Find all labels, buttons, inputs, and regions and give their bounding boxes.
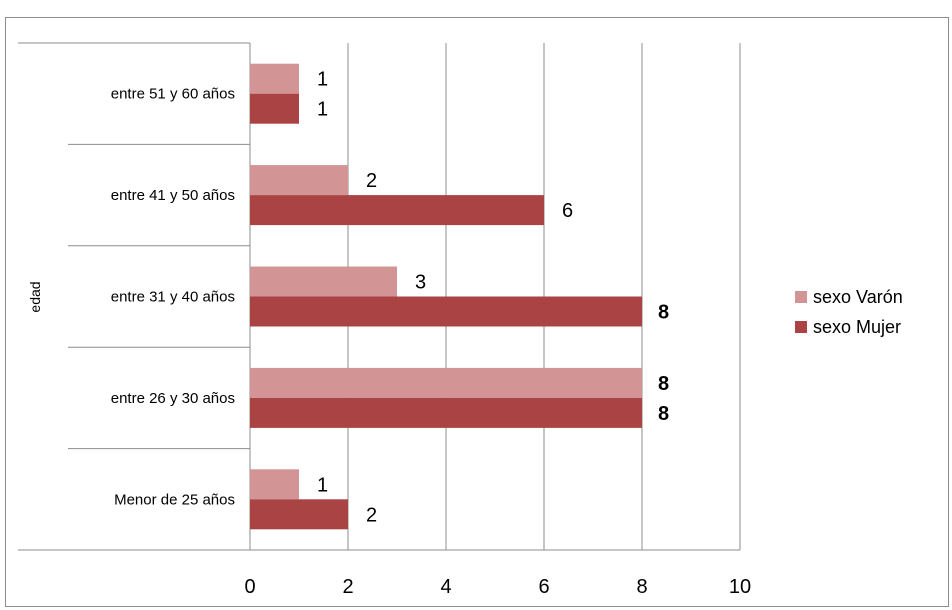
data-labels: 1 2 8 8 3 8 2 6 1 1: [317, 69, 669, 527]
data-label: 8: [658, 373, 669, 395]
y-axis-title: edad: [27, 281, 43, 312]
y-tick-label: entre 41 y 50 años: [111, 187, 235, 204]
bar-varon: [250, 165, 348, 196]
legend: sexo Varón sexo Mujer: [795, 284, 945, 344]
y-tick-label: entre 31 y 40 años: [111, 289, 235, 306]
x-tick-label: 8: [636, 576, 647, 598]
legend-item-varon: sexo Varón: [795, 284, 945, 310]
data-label: 1: [317, 69, 328, 91]
data-label: 6: [562, 200, 573, 222]
legend-swatch-mujer: [795, 321, 807, 333]
bar-varon: [250, 469, 299, 500]
data-label: 2: [366, 170, 377, 192]
bar-mujer: [250, 93, 299, 124]
bar-varon: [250, 266, 397, 297]
data-label: 1: [317, 99, 328, 121]
bar-mujer: [250, 499, 348, 530]
x-tick-label: 0: [244, 576, 255, 598]
data-label: 1: [317, 474, 328, 496]
bar-varon: [250, 367, 642, 398]
x-tick-label: 4: [440, 576, 451, 598]
x-tick-label: 2: [342, 576, 353, 598]
y-tick-label: entre 51 y 60 años: [111, 86, 235, 103]
tick-labels: 0 2 4 6 8 10 Menor de 25 años entre 26 y 30 año…: [111, 86, 751, 598]
bar-mujer: [250, 296, 642, 327]
data-label: 8: [658, 403, 669, 425]
data-label: 8: [658, 302, 669, 324]
y-tick-label: Menor de 25 años: [114, 491, 235, 508]
data-label: 2: [366, 504, 377, 526]
bars: [250, 63, 642, 530]
bar-mujer: [250, 397, 642, 428]
legend-label-varon: sexo Varón: [813, 286, 903, 307]
data-label: 3: [415, 272, 426, 294]
bar-varon: [250, 63, 299, 94]
legend-swatch-varon: [795, 291, 807, 303]
bar-mujer: [250, 195, 544, 226]
legend-label-mujer: sexo Mujer: [813, 316, 902, 337]
legend-item-mujer: sexo Mujer: [795, 314, 945, 340]
y-tick-label: entre 26 y 30 años: [111, 390, 235, 407]
x-tick-label: 6: [538, 576, 549, 598]
x-tick-label: 10: [729, 576, 751, 598]
